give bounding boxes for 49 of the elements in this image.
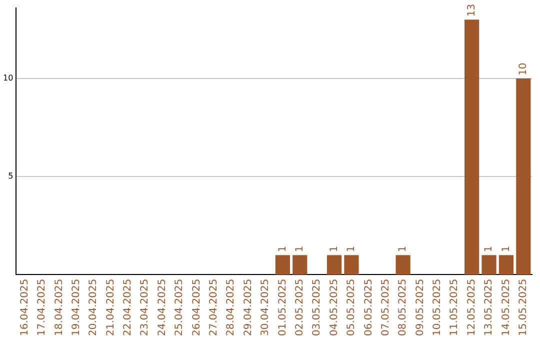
bar bbox=[326, 255, 342, 275]
x-tick-label: 28.04.2025 bbox=[226, 278, 237, 336]
data-label: 1 bbox=[294, 246, 306, 252]
x-tick-label: 01.05.2025 bbox=[277, 278, 288, 336]
x-tick-label: 06.05.2025 bbox=[363, 278, 374, 336]
data-label: 10 bbox=[518, 62, 529, 76]
x-tick-label: 10.05.2025 bbox=[432, 278, 444, 336]
data-label: 1 bbox=[484, 246, 495, 252]
data-label: 1 bbox=[277, 246, 288, 252]
x-tick-label: 03.05.2025 bbox=[312, 278, 323, 336]
bar bbox=[344, 255, 359, 275]
x-tick-label: 26.04.2025 bbox=[191, 278, 202, 336]
x-tick-label: 25.04.2025 bbox=[174, 278, 186, 336]
x-tick-label: 23.04.2025 bbox=[140, 278, 151, 336]
x-tick-label: 24.04.2025 bbox=[156, 278, 168, 336]
bar bbox=[275, 255, 290, 275]
bar bbox=[498, 255, 514, 275]
bar bbox=[396, 255, 410, 275]
x-tick-label: 17.04.2025 bbox=[36, 278, 48, 336]
bar bbox=[516, 78, 531, 275]
x-tick-label: 21.04.2025 bbox=[105, 278, 116, 336]
data-label: 1 bbox=[500, 246, 512, 252]
x-tick-label: 04.05.2025 bbox=[328, 278, 340, 336]
x-tick-label: 22.04.2025 bbox=[122, 278, 134, 336]
x-tick-label: 02.05.2025 bbox=[294, 278, 306, 336]
x-tick-label: 15.05.2025 bbox=[518, 278, 529, 336]
data-label: 1 bbox=[398, 246, 409, 252]
x-tick-label: 08.05.2025 bbox=[398, 278, 409, 336]
x-tick-label: 11.05.2025 bbox=[449, 278, 460, 336]
x-tick-label: 20.04.2025 bbox=[88, 278, 100, 336]
x-tick-label: 16.04.2025 bbox=[19, 278, 30, 336]
x-tick-label: 19.04.2025 bbox=[70, 278, 82, 336]
x-tick-label: 14.05.2025 bbox=[500, 278, 512, 336]
x-tick-label: 27.04.2025 bbox=[208, 278, 220, 336]
bar bbox=[482, 255, 496, 275]
x-tick-label: 13.05.2025 bbox=[484, 278, 495, 336]
bar bbox=[464, 20, 480, 275]
x-tick-label: 29.04.2025 bbox=[242, 278, 254, 336]
data-label: 13 bbox=[466, 4, 478, 17]
x-tick-label: 09.05.2025 bbox=[414, 278, 426, 336]
x-tick-label: 12.05.2025 bbox=[466, 278, 478, 336]
data-label: 1 bbox=[346, 246, 358, 252]
x-tick-label: 05.05.2025 bbox=[346, 278, 358, 336]
y-tick-label: 5 bbox=[8, 172, 14, 181]
bar bbox=[292, 255, 308, 275]
data-label: 1 bbox=[328, 246, 340, 252]
x-tick-label: 30.04.2025 bbox=[260, 278, 272, 336]
x-tick-label: 18.04.2025 bbox=[54, 278, 65, 336]
x-tick-label: 07.05.2025 bbox=[380, 278, 392, 336]
